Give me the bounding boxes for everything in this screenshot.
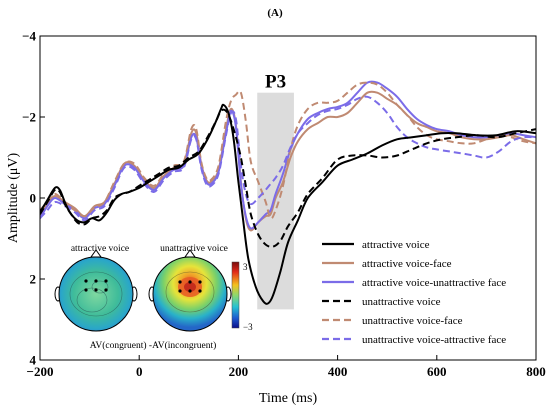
legend-label: unattractive voice <box>362 296 441 308</box>
y-tick-label: −2 <box>22 110 36 125</box>
y-tick-label: 2 <box>30 272 37 287</box>
x-tick-label: 800 <box>526 364 546 379</box>
y-axis-label: Amplitude (μV) <box>6 153 21 244</box>
x-axis-label: Time (ms) <box>259 391 318 406</box>
series-line-0 <box>40 103 536 305</box>
x-tick-label: 0 <box>136 364 143 379</box>
ticks-layer: −200 0 200 400 600 800 −4 −2 0 2 4 <box>22 29 546 380</box>
colorbar-max-label: 3 <box>243 262 248 272</box>
y-tick-label: 4 <box>30 353 37 368</box>
legend: attractive voice attractive voice-face att… <box>322 239 506 346</box>
head-map-attractive <box>54 249 138 332</box>
series-line-2 <box>40 80 536 230</box>
panel-label: (A) <box>267 7 283 19</box>
x-tick-label: 200 <box>229 364 249 379</box>
y-tick-label: 0 <box>30 191 37 206</box>
x-tick-label: 600 <box>427 364 447 379</box>
colorbar <box>231 261 240 329</box>
inset-caption: AV(congruent) -AV(incongruent) <box>90 340 217 351</box>
inset-title-unattractive: unattractive voice <box>160 244 228 254</box>
p3-annotation-label: P3 <box>265 72 286 93</box>
y-tick-label: −4 <box>22 29 36 44</box>
legend-label: attractive voice <box>362 239 430 251</box>
x-tick-label: −200 <box>27 364 54 379</box>
series-layer <box>40 80 536 305</box>
legend-label: attractive voice-unattractive face <box>362 277 506 289</box>
colorbar-min-label: −3 <box>243 322 253 332</box>
legend-label: unattractive voice-attractive face <box>362 334 506 346</box>
series-line-4 <box>40 81 536 220</box>
inset-title-attractive: attractive voice <box>71 244 129 254</box>
series-line-5 <box>40 95 536 222</box>
head-map-unattractive <box>148 249 232 332</box>
legend-label: unattractive voice-face <box>362 315 463 327</box>
x-tick-label: 400 <box>328 364 348 379</box>
topography-inset: attractive voice unattractive voice <box>54 244 253 351</box>
legend-label: attractive voice-face <box>362 258 452 270</box>
